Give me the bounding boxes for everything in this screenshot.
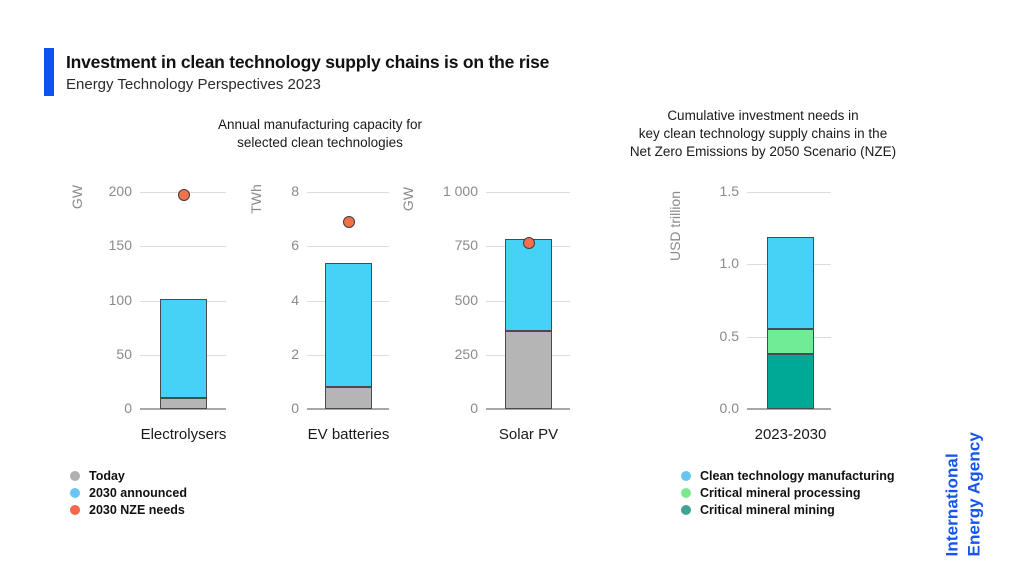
- bar-segment-2030-announced: [505, 238, 552, 331]
- investment-chart-title-line1: Cumulative investment needs in: [667, 108, 859, 123]
- category-label: EV batteries: [307, 426, 390, 443]
- legend-label: 2030 NZE needs: [89, 502, 185, 517]
- y-axis-tick-label: 0.5: [719, 327, 739, 344]
- x-axis-line: [140, 408, 226, 410]
- legend-label: Today: [89, 468, 125, 483]
- grid-line: [140, 246, 226, 248]
- legend-item: 2030 announced: [70, 485, 187, 500]
- y-axis-tick-label: 0: [470, 400, 478, 416]
- legend-item: Today: [70, 468, 187, 483]
- legend-item: Critical mineral mining: [681, 502, 894, 517]
- legend-item: Critical mineral processing: [681, 485, 894, 500]
- legend-item: 2030 NZE needs: [70, 502, 187, 517]
- y-axis-tick-label: 0: [124, 400, 132, 416]
- iea-logo-line1: International: [942, 453, 962, 557]
- y-axis-tick-label: 6: [291, 237, 299, 254]
- y-axis-tick-label: 4: [291, 291, 299, 308]
- y-axis-tick-label: 2: [291, 345, 299, 362]
- y-axis-tick-label: 750: [454, 237, 478, 254]
- grid-line: [747, 192, 831, 193]
- page-subtitle: Energy Technology Perspectives 2023: [66, 76, 321, 93]
- bar-segment-today: [325, 387, 372, 409]
- page-title: Investment in clean technology supply ch…: [66, 52, 550, 72]
- legend-label: Critical mineral mining: [700, 502, 835, 517]
- bar-segment-2030-announced: [325, 262, 372, 388]
- y-axis-tick-label: 200: [108, 183, 132, 199]
- investment-legend: Clean technology manufacturing Critical m…: [681, 468, 895, 517]
- y-axis-tick-label: 250: [454, 345, 478, 362]
- category-label: 2023-2030: [754, 426, 827, 443]
- legend-dot: [681, 487, 691, 498]
- y-axis-tick-label: 0.0: [719, 400, 739, 416]
- y-axis-tick-label: 8: [291, 183, 299, 199]
- legend-label: Clean technology manufacturing: [700, 468, 895, 483]
- y-axis-tick-label: 100: [108, 291, 132, 308]
- bar-segment-clean-technology-manufacturing: [767, 236, 814, 330]
- capacity-chart-title-line2: selected clean technologies: [237, 135, 403, 150]
- legend-dot: [70, 470, 80, 481]
- y-axis-tick-label: 1.0: [719, 255, 739, 272]
- legend-label: 2030 announced: [89, 485, 187, 500]
- capacity-legend: Today 2030 announced 2030 NZE needs: [70, 468, 187, 517]
- category-label: Electrolysers: [140, 426, 227, 443]
- grid-line: [486, 192, 570, 193]
- y-axis-unit-label: USD trillion: [667, 191, 683, 262]
- y-axis-tick-label: 50: [116, 345, 132, 362]
- x-axis-line: [486, 408, 570, 410]
- bar-segment-critical-mineral-processing: [767, 329, 814, 354]
- nze-needs-dot: [342, 215, 355, 228]
- legend-item: Clean technology manufacturing: [681, 468, 895, 483]
- investment-chart-title-line3: Net Zero Emissions by 2050 Scenario (NZE…: [629, 144, 897, 159]
- legend-label: Critical mineral processing: [700, 485, 861, 500]
- investment-chart-title-line2: key clean technology supply chains in th…: [638, 126, 888, 141]
- x-axis-line: [307, 408, 389, 410]
- y-axis-tick-label: 0: [291, 400, 299, 416]
- y-axis-tick-label: 150: [108, 237, 132, 254]
- iea-logo-line2: Energy Agency: [964, 432, 984, 557]
- iea-logo: International Energy Agency: [942, 390, 986, 557]
- investment-chart-title: Cumulative investment needs in key clean…: [608, 107, 918, 161]
- grid-line: [307, 192, 389, 193]
- nze-needs-dot: [522, 236, 535, 249]
- legend-dot: [70, 504, 80, 515]
- capacity-chart-title-line1: Annual manufacturing capacity for: [217, 117, 423, 132]
- x-axis-line: [747, 408, 831, 410]
- legend-dot: [681, 470, 691, 481]
- capacity-chart-title: Annual manufacturing capacity for select…: [175, 116, 465, 152]
- y-axis-tick-label: 1 000: [442, 183, 478, 199]
- category-label: Solar PV: [498, 426, 559, 443]
- y-axis-tick-label: 1.5: [719, 183, 739, 199]
- legend-dot: [70, 487, 80, 498]
- nze-needs-dot: [177, 189, 190, 202]
- bar-segment-2030-announced: [160, 299, 207, 399]
- bar-segment-today: [160, 398, 207, 409]
- title-accent-bar: [44, 48, 54, 96]
- legend-dot: [681, 504, 691, 515]
- y-axis-tick-label: 500: [454, 291, 478, 308]
- grid-line: [307, 246, 389, 248]
- bar-segment-critical-mineral-mining: [767, 354, 814, 409]
- bar-segment-today: [505, 330, 552, 409]
